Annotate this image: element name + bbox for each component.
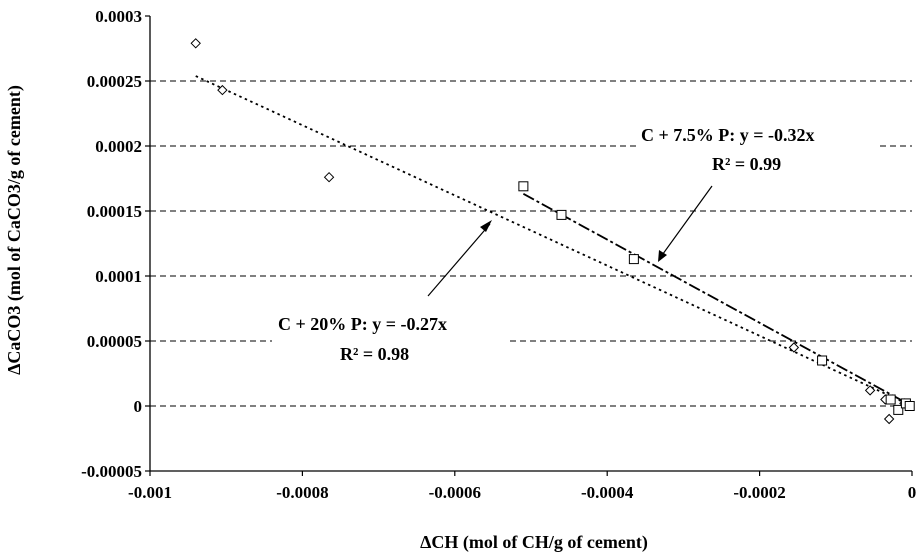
annotation-20-equation: C + 20% P: y = -0.27x	[278, 314, 447, 334]
diamond-point	[788, 342, 800, 353]
square-point	[885, 394, 896, 405]
y-tick-label: 0.00015	[87, 202, 142, 221]
annotation-7-5-equation: C + 7.5% P: y = -0.32x	[641, 125, 815, 145]
diamond-point	[864, 385, 876, 396]
axes	[145, 15, 913, 476]
annotation-7-5-r2: R² = 0.99	[712, 154, 781, 174]
y-tick-label: -0.00005	[81, 462, 142, 481]
trend-line	[522, 193, 913, 407]
square-point	[628, 254, 639, 265]
x-tick-label: -0.0002	[733, 483, 785, 502]
y-tick-label: 0.00025	[87, 72, 142, 91]
y-tick-label: 0.0003	[95, 7, 142, 26]
diamond-point	[883, 413, 895, 425]
annotation-20-background	[272, 310, 508, 368]
x-tick-label: -0.0008	[276, 483, 328, 502]
y-tick-label: 0	[134, 397, 143, 416]
x-tick-label: -0.0004	[581, 483, 634, 502]
square-point	[518, 181, 529, 192]
square-point	[893, 404, 904, 415]
annotation-7-5-arrowhead	[658, 250, 667, 262]
x-tick-label: -0.001	[128, 483, 172, 502]
annotation-20-arrowhead	[480, 220, 492, 232]
annotation-20-r2: R² = 0.98	[340, 344, 409, 364]
square-point	[817, 355, 828, 366]
data-points	[190, 38, 915, 425]
y-axis-label: ΔCaCO3 (mol of CaCO3/g of cement)	[4, 85, 25, 375]
x-tick-label: 0	[908, 483, 917, 502]
tick-labels: -0.00005 0 0.00005 0.0001 0.00015 0.0002 0.000…	[81, 7, 916, 502]
annotation-7-5-arrow	[659, 185, 713, 259]
square-point	[904, 401, 915, 411]
diamond-point	[217, 84, 228, 96]
x-tick-label: -0.0006	[429, 483, 481, 502]
y-tick-label: 0.0002	[95, 137, 142, 156]
annotations: C + 7.5% P: y = -0.32x R² = 0.99 C + 20%…	[272, 124, 878, 368]
square-point	[556, 209, 567, 220]
y-tick-label: 0.0001	[95, 267, 142, 286]
trend-lines	[195, 75, 913, 407]
annotation-7-5-background	[636, 124, 878, 182]
x-axis-label: ΔCH (mol of CH/g of cement)	[420, 532, 648, 553]
diamond-point	[323, 171, 335, 183]
annotation-20-arrow	[427, 223, 491, 297]
diamond-point	[190, 38, 201, 49]
y-tick-label: 0.00005	[87, 332, 142, 351]
